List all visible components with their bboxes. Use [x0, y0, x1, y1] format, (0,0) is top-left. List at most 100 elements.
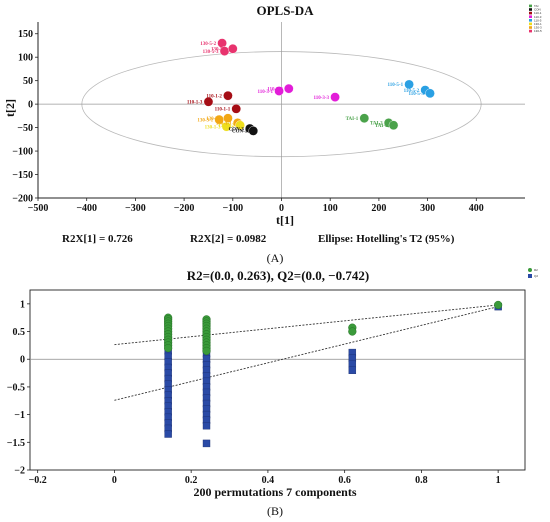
point-label: TAI-2	[370, 122, 383, 127]
legend-swatch	[529, 15, 532, 18]
legend-label: CON	[534, 8, 541, 12]
y-tick-label: −150	[12, 170, 33, 181]
x-tick-label: 0	[279, 203, 284, 214]
legend-swatch	[529, 22, 532, 26]
score-point	[217, 38, 227, 48]
score-point	[359, 113, 370, 124]
y-tick-label: 0	[28, 100, 33, 111]
point-label: 130-1-2	[218, 124, 234, 129]
score-point	[274, 86, 284, 96]
r2x1-stat: R2X[1] = 0.726	[62, 233, 133, 245]
point-label: 130-5-3	[203, 50, 219, 55]
r2x2-stat: R2X[2] = 0.0982	[190, 233, 267, 245]
y-tick-label: −100	[12, 147, 33, 158]
opls-da-score-plot: OPLS-DA −500 −400 −300 −200 −100 0 100 200 300 40…	[3, 3, 542, 265]
x-tick-label: 200	[371, 203, 386, 214]
y-tick-label: −2	[14, 466, 25, 477]
legend-swatch	[529, 8, 532, 11]
legend-swatch	[529, 26, 532, 29]
legend-swatch	[528, 268, 532, 272]
point-label: 110-3-3	[314, 96, 330, 101]
tick-labels: −0.2 0 0.2 0.4 0.6 0.8 1 −2 −1.5 −1 −0.5 0 0.5 1	[7, 299, 501, 486]
r2-regression-line	[114, 304, 499, 346]
x-tick-label: 0.8	[415, 475, 428, 486]
x-tick-label: −300	[125, 203, 146, 214]
y-tick-label: 1	[20, 299, 25, 310]
q2-point	[202, 421, 211, 430]
y-tick-label: −1.5	[7, 438, 25, 449]
score-points	[203, 38, 435, 136]
legend-label: Q2	[534, 274, 538, 278]
point-label: TAI-3	[375, 124, 388, 129]
score-point	[284, 83, 294, 94]
point-label: CON-1	[232, 130, 248, 135]
score-point	[404, 79, 414, 90]
y-tick-label: 0	[20, 355, 25, 366]
legend-label: 130-3	[534, 26, 542, 30]
score-point	[231, 104, 242, 114]
score-point	[388, 120, 399, 131]
plot-frame	[29, 289, 526, 471]
plot-border	[29, 289, 526, 471]
score-point	[203, 96, 214, 107]
q2-point	[348, 359, 357, 368]
x-tick-label: 0	[112, 475, 117, 486]
legend-swatch	[529, 4, 532, 8]
y-tick-label: 50	[23, 76, 33, 87]
point-label: 110-3-2	[267, 87, 283, 92]
permutation-points	[164, 300, 503, 448]
point-label: CON-3	[229, 127, 245, 132]
chart-title: OPLS-DA	[256, 3, 314, 18]
legend-label: 130-5	[534, 29, 542, 33]
point-label: 110-1-2	[206, 94, 222, 99]
y-tick-label: 0.5	[13, 327, 26, 338]
q2-regression-line	[114, 306, 499, 401]
x-tick-label: 0.2	[185, 475, 198, 486]
legend-label: R2	[534, 268, 538, 272]
x-tick-label: −400	[76, 203, 97, 214]
score-point	[223, 90, 233, 101]
legend: R2 Q2	[528, 268, 538, 278]
legend-label: TAI	[534, 4, 539, 8]
x-tick-label: −200	[174, 203, 195, 214]
zero-lines	[38, 22, 525, 198]
r2-point	[164, 344, 173, 353]
score-point	[248, 126, 259, 136]
point-label: 130-1-1	[216, 122, 232, 127]
x-axis-label: 200 permutations 7 components	[193, 485, 356, 499]
score-point	[330, 92, 340, 102]
tick-labels: −500 −400 −300 −200 −100 0 100 200 300 400−200−15…	[12, 29, 484, 214]
x-tick-label: 1	[496, 475, 501, 486]
r2-point	[494, 300, 503, 310]
legend-swatch	[529, 11, 532, 15]
score-point	[235, 120, 245, 131]
panel-label-a: (A)	[267, 251, 284, 265]
point-label: 130-5-2	[200, 42, 216, 47]
legend-label: 110-1	[534, 11, 542, 15]
point-label: 110-5-2	[404, 89, 420, 94]
point-label: 130-1-3	[205, 125, 221, 130]
regression-lines	[114, 304, 499, 401]
legend-swatch	[529, 19, 532, 22]
x-tick-label: −100	[222, 203, 243, 214]
y-axis-label: t[2]	[3, 99, 17, 117]
q2-point	[164, 430, 172, 438]
y-tick-label: −200	[12, 194, 33, 205]
y-tick-label: −0.5	[7, 382, 25, 393]
point-label: 110-3-1	[258, 90, 274, 95]
y-tick-label: 100	[18, 53, 33, 64]
x-tick-label: 400	[469, 203, 484, 214]
y-tick-label: −1	[14, 410, 25, 421]
x-tick-label: −500	[28, 203, 49, 214]
legend-label: 130-1	[534, 22, 542, 26]
point-label: 130-3-1	[197, 118, 213, 123]
x-tick-label: 0.6	[338, 475, 351, 486]
score-point	[227, 43, 238, 54]
q2-point	[348, 366, 357, 375]
point-label: 130-3-2	[206, 117, 222, 122]
x-axis-label: t[1]	[276, 213, 294, 227]
legend-swatch	[529, 29, 532, 33]
point-label: 110-1-1	[215, 108, 231, 113]
